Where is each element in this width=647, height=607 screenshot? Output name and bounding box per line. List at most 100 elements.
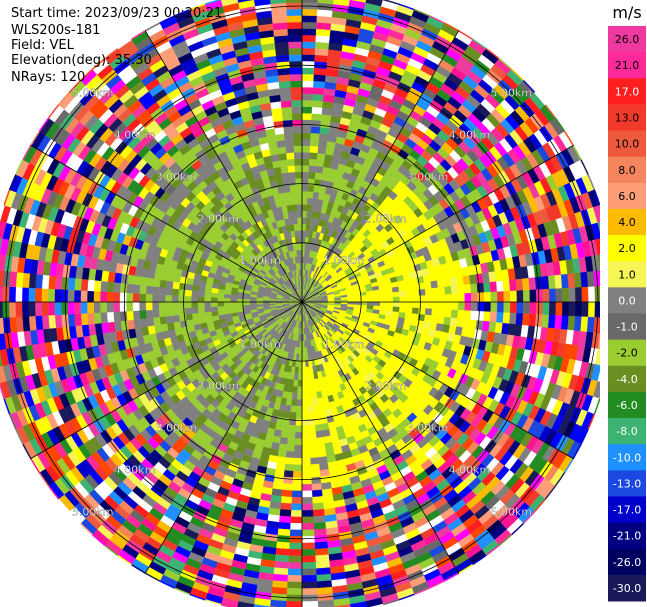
velocity-bin [315, 35, 331, 44]
velocity-bin [106, 291, 114, 303]
velocity-bin [313, 528, 327, 537]
velocity-bin [289, 529, 303, 537]
velocity-bin [99, 301, 108, 313]
velocity-bin [191, 301, 199, 308]
velocity-bin [437, 309, 446, 318]
velocity-bin [290, 398, 298, 407]
velocity-bin [386, 301, 394, 307]
velocity-bin [41, 274, 50, 289]
velocity-bin [315, 28, 331, 37]
velocity-bin [405, 296, 413, 303]
velocity-bin [386, 306, 394, 312]
velocity-bin [316, 586, 333, 595]
velocity-bin [424, 288, 433, 296]
velocity-bin [133, 275, 142, 286]
velocity-bin [483, 282, 491, 293]
velocity-bin [315, 41, 330, 50]
velocity-bin [301, 561, 317, 570]
velocity-bin [152, 301, 160, 310]
velocity-bin [444, 294, 452, 303]
velocity-bin [223, 305, 231, 311]
velocity-bin [379, 301, 387, 307]
velocity-bin [301, 47, 316, 56]
velocity-bin [282, 483, 293, 491]
velocity-bin [318, 462, 329, 471]
velocity-bin [273, 560, 289, 569]
velocity-bin [306, 197, 314, 206]
velocity-bin [306, 210, 312, 218]
velocity-bin [301, 509, 314, 518]
velocity-bin [80, 278, 89, 291]
velocity-bin [165, 280, 174, 289]
velocity-bin [301, 477, 312, 485]
velocity-bin [438, 301, 446, 310]
velocity-bin [314, 534, 328, 543]
velocity-bin [317, 449, 327, 458]
velocity-bin [243, 301, 251, 306]
velocity-bin [210, 292, 218, 298]
velocity-bin [311, 119, 322, 128]
velocity-bin [217, 301, 225, 307]
velocity-bin [186, 319, 194, 327]
velocity-bin [405, 307, 413, 314]
velocity-bin [286, 444, 295, 452]
velocity-bin [290, 516, 303, 524]
velocity-bin [463, 310, 472, 320]
velocity-bin [67, 313, 76, 327]
velocity-bin [184, 289, 193, 297]
velocity-bin [312, 87, 325, 95]
velocity-bin [80, 301, 88, 314]
velocity-bin [86, 301, 95, 314]
velocity-bin [301, 470, 312, 478]
velocity-bin [184, 295, 192, 303]
velocity-bin [301, 191, 308, 199]
velocity-bin [132, 301, 140, 312]
velocity-bin [437, 286, 446, 295]
velocity-bin [405, 290, 413, 297]
velocity-bin [528, 277, 537, 291]
velocity-bins [0, 0, 600, 607]
velocity-bin [386, 292, 394, 298]
velocity-bin [279, 509, 292, 517]
velocity-bin [171, 301, 179, 309]
velocity-bin [490, 301, 498, 313]
velocity-bin [301, 119, 312, 127]
velocity-bin [249, 304, 257, 308]
velocity-bin [275, 547, 290, 556]
velocity-bin [463, 284, 472, 294]
velocity-bin [290, 405, 297, 413]
velocity-bin [568, 287, 576, 303]
velocity-bin [316, 580, 333, 589]
velocity-bin [47, 288, 56, 303]
velocity-bin [278, 522, 291, 530]
velocity-bin [457, 284, 465, 294]
velocity-bin [275, 462, 286, 471]
velocity-bin [561, 287, 570, 303]
velocity-bin [278, 515, 291, 524]
velocity-bin [28, 273, 37, 289]
velocity-bin [152, 294, 160, 303]
velocity-bin [80, 290, 88, 303]
velocity-bin [292, 477, 303, 485]
velocity-bin [385, 287, 393, 294]
velocity-bin [281, 424, 290, 432]
velocity-bin [398, 306, 407, 314]
velocity-bin [496, 280, 504, 292]
velocity-bin [301, 457, 311, 465]
velocity-bin [191, 307, 199, 314]
velocity-bin [41, 288, 49, 303]
velocity-bin [594, 238, 600, 256]
velocity-bin [313, 411, 321, 419]
velocity-bin [100, 312, 108, 324]
velocity-bin [476, 282, 485, 293]
velocity-bin [165, 308, 173, 317]
velocity-bin [301, 132, 312, 140]
velocity-bin [283, 411, 291, 419]
velocity-bin [146, 277, 155, 287]
velocity-bin [310, 457, 320, 465]
velocity-bin [301, 28, 317, 36]
velocity-bin [295, 412, 303, 420]
velocity-bin [301, 399, 308, 407]
velocity-bin [93, 301, 101, 314]
